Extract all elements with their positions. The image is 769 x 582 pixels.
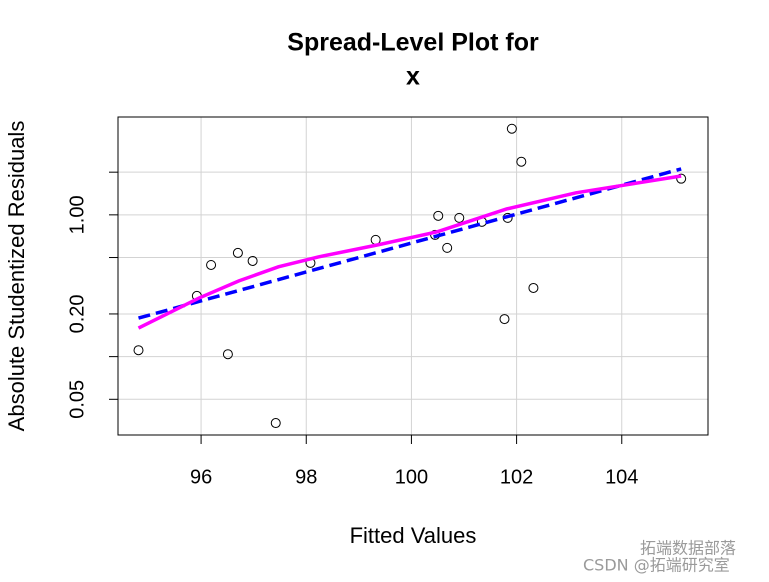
- y-tick-label: 0.05: [66, 380, 88, 419]
- watermark: 拓端数据部落: [640, 539, 736, 558]
- watermark: CSDN @拓端研究室: [583, 556, 730, 575]
- x-tick-label: 96: [190, 466, 212, 488]
- x-tick-label: 98: [295, 466, 317, 488]
- x-axis-label: Fitted Values: [350, 523, 477, 548]
- y-tick-label: 1.00: [66, 195, 88, 234]
- data-point: [516, 156, 527, 167]
- chart-title: Spread-Level Plot for: [287, 29, 539, 57]
- y-axis-label: Absolute Studentized Residuals: [4, 121, 29, 432]
- data-point: [433, 210, 444, 221]
- x-tick-label: 100: [395, 466, 428, 488]
- data-point: [206, 259, 217, 270]
- data-point: [499, 314, 510, 325]
- data-point: [133, 345, 144, 356]
- data-point: [676, 173, 687, 184]
- data-point: [454, 212, 465, 223]
- data-point: [270, 418, 281, 429]
- x-tick-label: 104: [605, 466, 638, 488]
- data-point: [232, 247, 243, 258]
- y-tick-label: 0.20: [66, 294, 88, 333]
- smooth-line: [137, 174, 682, 330]
- data-point: [442, 242, 453, 253]
- data-point: [247, 255, 258, 266]
- data-point: [222, 349, 233, 360]
- plot-frame: [117, 116, 709, 436]
- chart-subtitle: x: [406, 63, 420, 91]
- x-tick-label: 102: [500, 466, 533, 488]
- fit-line: [138, 167, 682, 320]
- data-point: [506, 123, 517, 134]
- data-point: [528, 282, 539, 293]
